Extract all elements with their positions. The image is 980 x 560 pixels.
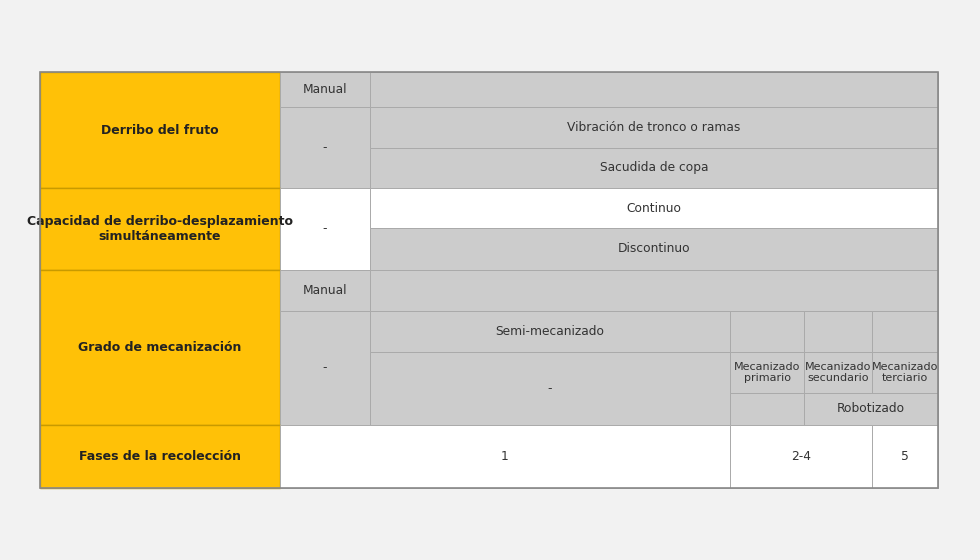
- Text: Robotizado: Robotizado: [837, 403, 906, 416]
- Bar: [280, 72, 370, 107]
- Text: Grado de mecanización: Grado de mecanización: [78, 341, 242, 354]
- Text: Mecanizado
secundario: Mecanizado secundario: [805, 362, 871, 383]
- Bar: [40, 188, 280, 270]
- Bar: [40, 72, 280, 188]
- Text: 2-4: 2-4: [791, 450, 811, 463]
- Bar: [872, 352, 938, 393]
- Text: 5: 5: [901, 450, 908, 463]
- Bar: [40, 72, 938, 488]
- Text: Continuo: Continuo: [626, 202, 681, 214]
- Text: Capacidad de derribo-desplazamiento
simultáneamente: Capacidad de derribo-desplazamiento simu…: [27, 215, 293, 243]
- Text: Derribo del fruto: Derribo del fruto: [101, 124, 219, 137]
- Text: Vibración de tronco o ramas: Vibración de tronco o ramas: [567, 121, 741, 134]
- Bar: [40, 425, 280, 488]
- Text: -: -: [322, 222, 327, 236]
- Bar: [370, 352, 730, 425]
- Bar: [280, 270, 370, 311]
- Bar: [370, 72, 938, 107]
- Text: Discontinuo: Discontinuo: [617, 242, 690, 255]
- Text: Mecanizado
primario: Mecanizado primario: [734, 362, 801, 383]
- Text: Manual: Manual: [303, 83, 347, 96]
- Bar: [872, 425, 938, 488]
- Bar: [872, 311, 938, 352]
- Bar: [730, 393, 804, 425]
- Bar: [730, 352, 804, 393]
- Bar: [370, 188, 938, 228]
- Bar: [804, 393, 938, 425]
- Bar: [280, 107, 370, 188]
- Bar: [280, 425, 730, 488]
- Text: -: -: [322, 141, 327, 154]
- Bar: [370, 270, 938, 311]
- Text: Manual: Manual: [303, 284, 347, 297]
- Bar: [280, 188, 370, 270]
- Bar: [370, 148, 938, 188]
- Bar: [280, 311, 370, 425]
- Bar: [730, 311, 804, 352]
- Bar: [804, 352, 872, 393]
- Text: Mecanizado
terciario: Mecanizado terciario: [872, 362, 938, 383]
- Bar: [40, 270, 280, 425]
- Text: 1: 1: [501, 450, 509, 463]
- Bar: [370, 311, 730, 352]
- Text: Semi-mecanizado: Semi-mecanizado: [496, 325, 605, 338]
- Text: -: -: [322, 362, 327, 375]
- Bar: [730, 425, 872, 488]
- Bar: [804, 311, 872, 352]
- Text: Fases de la recolección: Fases de la recolección: [79, 450, 241, 463]
- Bar: [370, 107, 938, 148]
- Bar: [370, 228, 938, 270]
- Text: -: -: [548, 382, 553, 395]
- Text: Sacudida de copa: Sacudida de copa: [600, 161, 709, 175]
